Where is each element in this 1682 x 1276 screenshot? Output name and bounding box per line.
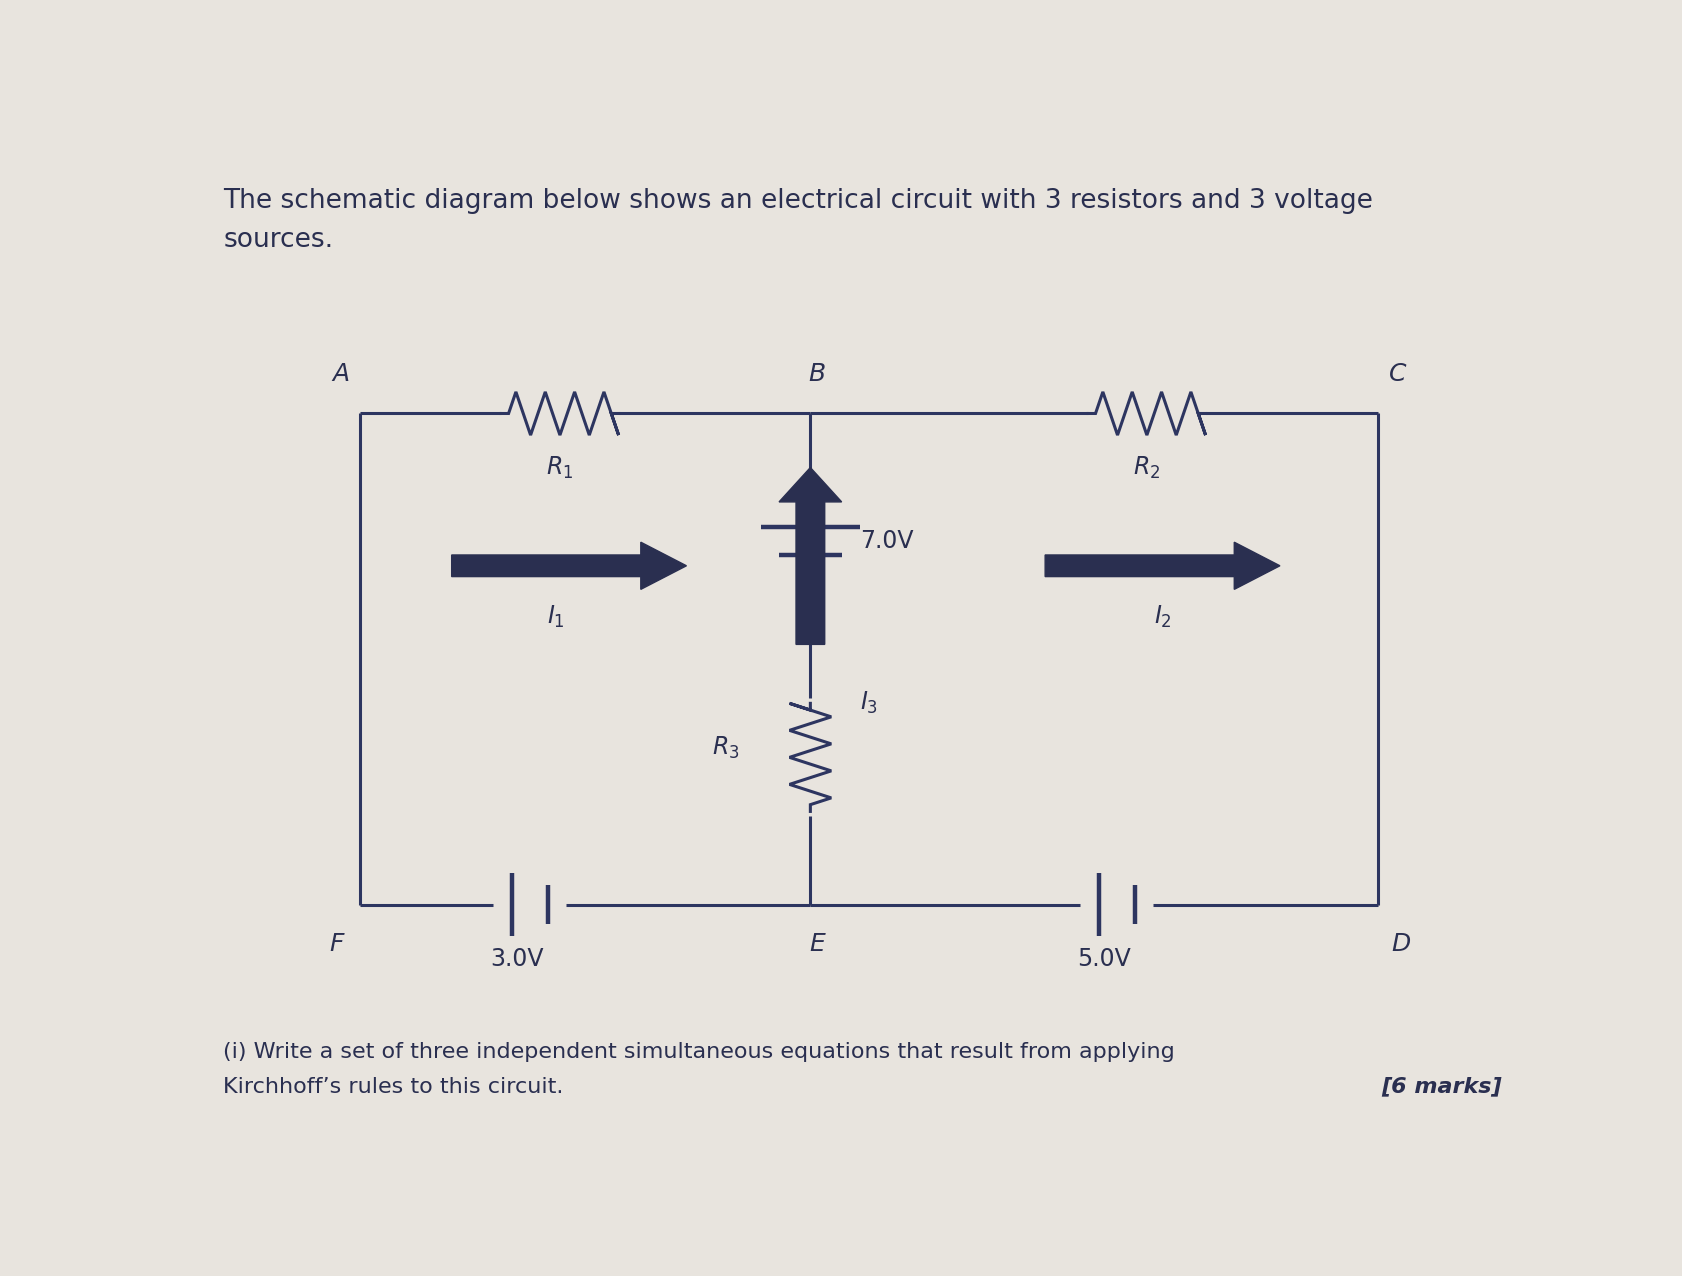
Text: $R_2$: $R_2$ — [1132, 454, 1161, 481]
Text: Kirchhoff’s rules to this circuit.: Kirchhoff’s rules to this circuit. — [224, 1077, 563, 1096]
Text: [6 marks]: [6 marks] — [1381, 1077, 1500, 1096]
Text: A: A — [331, 362, 350, 387]
Text: B: B — [807, 362, 824, 387]
Text: C: C — [1388, 362, 1404, 387]
Text: $I_1$: $I_1$ — [547, 604, 565, 630]
FancyArrow shape — [1045, 542, 1278, 590]
Text: D: D — [1391, 931, 1410, 956]
Text: 7.0V: 7.0V — [860, 530, 913, 554]
Text: 3.0V: 3.0V — [489, 947, 543, 971]
Text: $I_2$: $I_2$ — [1152, 604, 1171, 630]
Text: E: E — [809, 931, 824, 956]
Text: F: F — [330, 931, 343, 956]
Text: sources.: sources. — [224, 227, 333, 253]
FancyArrow shape — [451, 542, 686, 590]
FancyArrow shape — [779, 467, 841, 644]
Text: (i) Write a set of three independent simultaneous equations that result from app: (i) Write a set of three independent sim… — [224, 1042, 1174, 1063]
Text: $R_1$: $R_1$ — [547, 454, 574, 481]
Text: $R_3$: $R_3$ — [711, 735, 738, 760]
Text: The schematic diagram below shows an electrical circuit with 3 resistors and 3 v: The schematic diagram below shows an ele… — [224, 188, 1373, 213]
Text: $I_3$: $I_3$ — [860, 690, 878, 716]
Text: 5.0V: 5.0V — [1076, 947, 1130, 971]
